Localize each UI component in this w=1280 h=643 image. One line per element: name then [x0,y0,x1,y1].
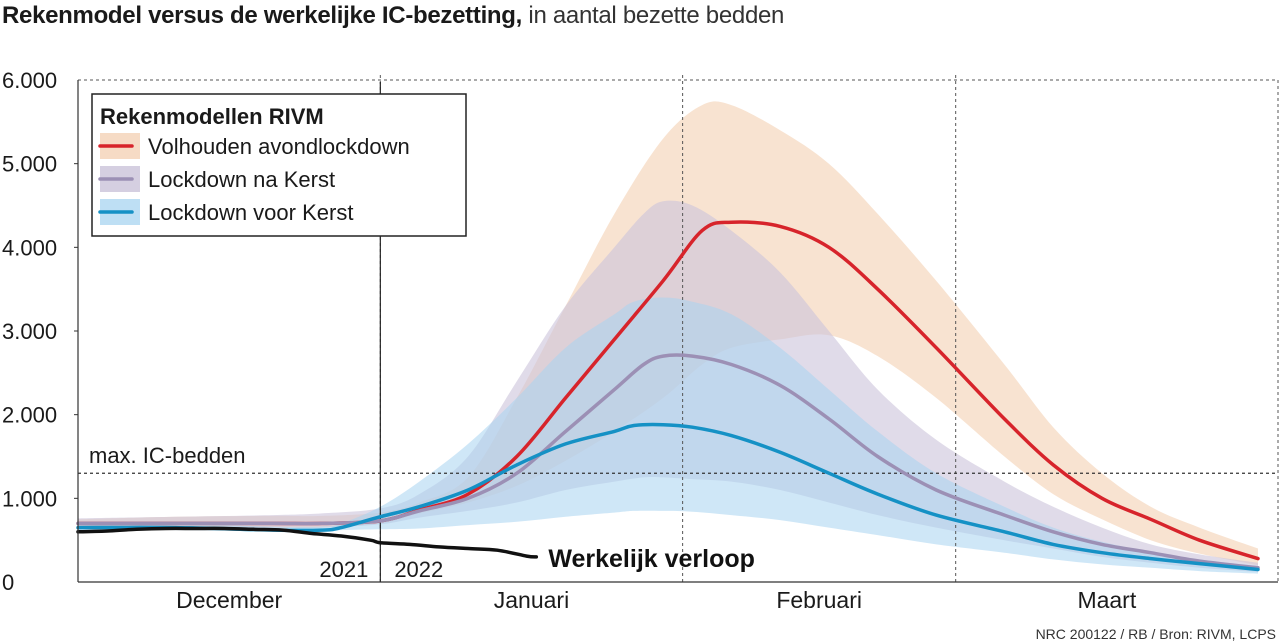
max-ic-label: max. IC-bedden [89,443,246,468]
band-lockdown-voor-kerst [78,297,1258,574]
y-tick-label: 3.000 [2,319,57,344]
chart-title: Rekenmodel versus de werkelijke IC-bezet… [2,2,784,30]
chart-title-bold: Rekenmodel versus de werkelijke IC-bezet… [2,2,523,29]
line-lockdown-voor-kerst [76,422,1260,572]
legend: Rekenmodellen RIVM Volhouden avondlockdow… [91,93,467,237]
actual-label: Werkelijk verloop [548,545,755,573]
annotations: max. IC-bedden Werkelijk verloop 2021 2022 N… [89,443,1276,642]
y-tick-label: 2.000 [2,403,57,428]
month-label-februari: Februari [776,587,862,613]
line-werkelijk-verloop [76,526,539,559]
month-label-januari: Januari [494,587,569,613]
series-lines [76,220,1260,572]
y-tick-label: 4.000 [2,235,57,260]
grid-lines [78,75,1279,582]
chart-title-subtitle: in aantal bezette bedden [528,2,785,29]
legend-title: Rekenmodellen RIVM [100,104,324,129]
year-label-2022: 2022 [394,557,443,582]
axes: 0 1.000 2.000 3.000 4.000 5.000 6.000 December J… [2,68,1278,613]
legend-label-lockdown-voor-kerst: Lockdown voor Kerst [148,200,353,225]
legend-label-volhouden-avondlockdown: Volhouden avondlockdown [148,134,410,159]
legend-label-lockdown-na-kerst: Lockdown na Kerst [148,167,335,192]
uncertainty-bands [78,101,1258,574]
month-label-december: December [176,587,282,613]
month-label-maart: Maart [1077,587,1136,613]
y-tick-label: 0 [2,570,14,595]
y-tick-label: 5.000 [2,152,57,177]
year-label-2021: 2021 [319,557,368,582]
legend-box [91,93,467,237]
y-tick-label: 1.000 [2,486,57,511]
y-tick-label: 6.000 [2,68,57,93]
source-note: NRC 200122 / RB / Bron: RIVM, LCPS [1036,626,1276,642]
